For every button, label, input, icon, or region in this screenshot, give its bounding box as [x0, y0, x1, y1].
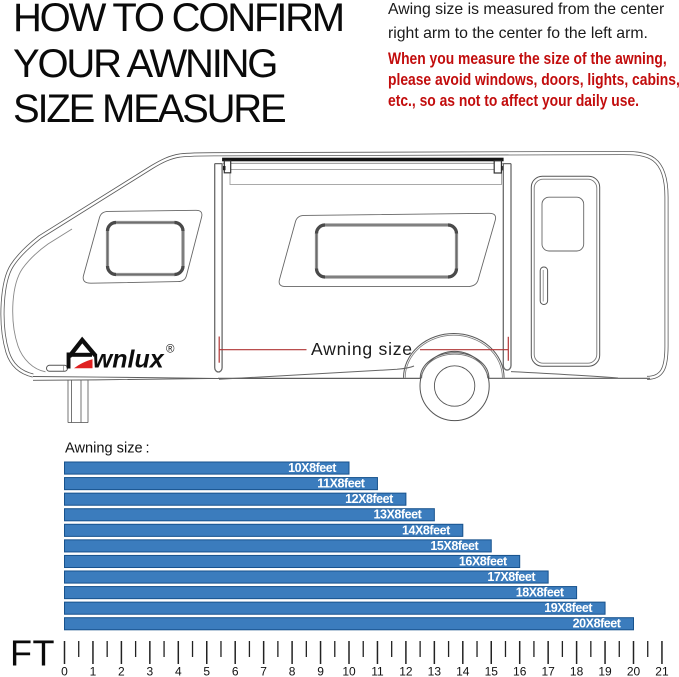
svg-text:20X8feet: 20X8feet [573, 617, 622, 631]
svg-text:13: 13 [428, 665, 442, 677]
svg-text:15: 15 [485, 665, 499, 677]
svg-text:Awning size :: Awning size : [65, 441, 150, 457]
svg-text:5: 5 [203, 665, 210, 677]
svg-text:19: 19 [598, 665, 612, 677]
svg-text:0: 0 [61, 665, 68, 677]
svg-text:16X8feet: 16X8feet [459, 554, 508, 568]
svg-text:13X8feet: 13X8feet [374, 508, 423, 522]
svg-text:19X8feet: 19X8feet [544, 601, 593, 615]
svg-text:15X8feet: 15X8feet [430, 539, 479, 553]
svg-text:16: 16 [513, 665, 527, 677]
svg-text:17: 17 [541, 665, 555, 677]
svg-text:10: 10 [342, 665, 356, 677]
svg-text:1: 1 [90, 665, 97, 677]
svg-text:11X8feet: 11X8feet [317, 477, 365, 491]
svg-text:21: 21 [655, 665, 669, 677]
svg-text:9: 9 [317, 665, 324, 677]
svg-text:12: 12 [399, 665, 413, 677]
svg-text:20: 20 [627, 665, 641, 677]
svg-text:10X8feet: 10X8feet [288, 461, 337, 475]
svg-text:Awning size: Awning size [311, 339, 413, 359]
svg-text:14: 14 [456, 665, 470, 677]
svg-text:11: 11 [371, 665, 384, 677]
svg-text:FT: FT [10, 633, 55, 674]
svg-text:3: 3 [147, 665, 154, 677]
svg-text:12X8feet: 12X8feet [345, 492, 394, 506]
svg-text:2: 2 [118, 665, 125, 677]
svg-text:4: 4 [175, 665, 182, 677]
svg-text:18X8feet: 18X8feet [516, 586, 565, 600]
svg-text:18: 18 [570, 665, 584, 677]
svg-text:7: 7 [260, 665, 267, 677]
svg-text:wnlux: wnlux [93, 346, 165, 374]
svg-text:14X8feet: 14X8feet [402, 523, 451, 537]
svg-text:17X8feet: 17X8feet [487, 570, 536, 584]
svg-text:8: 8 [289, 665, 296, 677]
svg-text:6: 6 [232, 665, 239, 677]
svg-text:®: ® [166, 344, 175, 356]
